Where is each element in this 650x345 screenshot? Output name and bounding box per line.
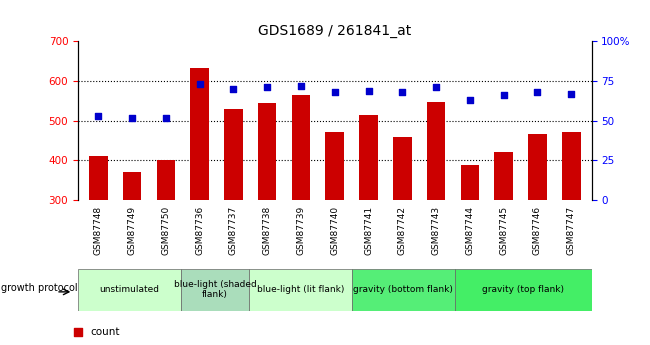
Point [566, 91, 577, 97]
Bar [454, 269, 592, 310]
Bar [181, 269, 249, 310]
Point [499, 92, 509, 98]
Text: blue-light (lit flank): blue-light (lit flank) [257, 285, 344, 294]
Bar [352, 269, 454, 310]
Text: blue-light (shaded
flank): blue-light (shaded flank) [174, 280, 256, 299]
Text: gravity (bottom flank): gravity (bottom flank) [354, 285, 453, 294]
Point [431, 85, 441, 90]
Text: count: count [91, 327, 120, 337]
Text: GSM87736: GSM87736 [195, 206, 204, 255]
Text: GSM87748: GSM87748 [94, 206, 103, 255]
Point [330, 31, 340, 37]
Point [262, 85, 272, 90]
Point [296, 83, 306, 89]
Text: GSM87738: GSM87738 [263, 206, 272, 255]
Text: GSM87749: GSM87749 [127, 206, 136, 255]
Bar [78, 269, 181, 310]
Bar [258, 103, 276, 200]
Point [330, 89, 340, 95]
Text: GSM87740: GSM87740 [330, 206, 339, 255]
Point [161, 115, 171, 120]
Bar [123, 171, 141, 200]
Point [194, 81, 205, 87]
Text: GSM87741: GSM87741 [364, 206, 373, 255]
Bar [249, 269, 352, 310]
Text: GSM87745: GSM87745 [499, 206, 508, 255]
Bar [190, 68, 209, 200]
Bar [495, 152, 513, 200]
Point [93, 113, 103, 119]
Text: gravity (top flank): gravity (top flank) [482, 285, 564, 294]
Bar [427, 102, 445, 200]
Text: GSM87750: GSM87750 [161, 206, 170, 255]
Bar [562, 132, 580, 200]
Point [363, 88, 374, 93]
Point [532, 89, 543, 95]
Text: growth protocol: growth protocol [1, 283, 78, 293]
Point [228, 86, 239, 92]
Point [330, 219, 340, 225]
Bar [89, 156, 107, 200]
Bar [461, 165, 479, 200]
Text: GSM87744: GSM87744 [465, 206, 474, 255]
Text: GSM87746: GSM87746 [533, 206, 542, 255]
Bar [359, 115, 378, 200]
Text: GSM87739: GSM87739 [296, 206, 306, 255]
Text: GSM87737: GSM87737 [229, 206, 238, 255]
Bar [292, 95, 310, 200]
Bar [528, 134, 547, 200]
Point [397, 89, 408, 95]
Text: GSM87742: GSM87742 [398, 206, 407, 255]
Bar [157, 160, 175, 200]
Point [465, 97, 475, 103]
Bar [326, 132, 344, 200]
Point [127, 115, 137, 120]
Title: GDS1689 / 261841_at: GDS1689 / 261841_at [258, 23, 411, 38]
Text: GSM87747: GSM87747 [567, 206, 576, 255]
Bar [224, 109, 242, 200]
Bar [393, 137, 411, 200]
Text: GSM87743: GSM87743 [432, 206, 441, 255]
Text: unstimulated: unstimulated [99, 285, 159, 294]
